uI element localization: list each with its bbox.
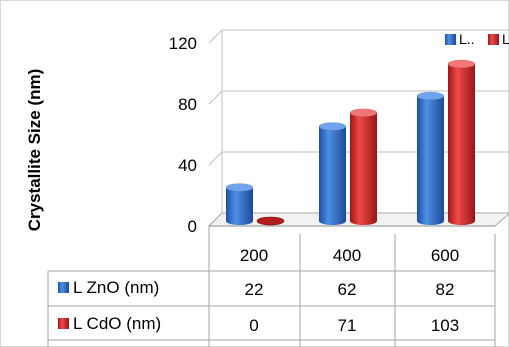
legend-label-zno: L..: [459, 31, 475, 47]
bar-zno-200: [226, 187, 253, 225]
table-cell-zno-400: 62: [338, 280, 357, 299]
legend: L.. L: [445, 31, 509, 47]
legend-marker-zno: [445, 34, 456, 45]
bar-cdo-400-top: [349, 108, 378, 117]
table-row-label-zno: L ZnO (nm): [73, 278, 159, 297]
y-tick-label-0: 0: [188, 217, 197, 236]
table-cell-cdo-600: 103: [431, 316, 459, 335]
bar-zno-400: [319, 126, 346, 225]
y-tick-label-80: 80: [178, 95, 197, 114]
legend-marker-cdo: [488, 34, 499, 45]
y-tick-label-40: 40: [178, 156, 197, 175]
table-cell-cdo-400: 71: [338, 316, 357, 335]
gridline-diag-2: [208, 90, 223, 105]
table-row-label-cdo: L CdO (nm): [73, 314, 161, 333]
bar-cdo-400: [350, 112, 377, 225]
gridline-diag-3: [208, 29, 223, 44]
y-axis-ticks: 0 40 80 120: [169, 34, 197, 236]
bars: [225, 59, 476, 226]
x-tick-label-600: 600: [431, 246, 459, 265]
y-axis-label: Crystallite Size (nm): [25, 69, 44, 232]
bar-cdo-600-top: [447, 59, 476, 69]
y-tick-label-120: 120: [169, 34, 197, 53]
bar-zno-400-top: [318, 122, 347, 131]
x-tick-label-400: 400: [333, 246, 361, 265]
bar-cdo-200: [256, 216, 285, 226]
table-cell-zno-600: 82: [436, 280, 455, 299]
bar-zno-600-top: [416, 91, 445, 101]
bar-zno-600: [417, 95, 444, 225]
gridline-diag-1: [208, 151, 223, 166]
bar-cdo-600: [448, 63, 475, 225]
table-cell-zno-200: 22: [245, 280, 264, 299]
bar-zno-200-top: [225, 183, 254, 192]
table-cell-cdo-200: 0: [249, 316, 258, 335]
legend-label-cdo: L: [502, 31, 509, 47]
table-legend-key-cdo: [58, 318, 69, 329]
x-tick-label-200: 200: [240, 246, 268, 265]
data-table: [47, 234, 496, 347]
table-legend-key-zno: [58, 282, 69, 293]
